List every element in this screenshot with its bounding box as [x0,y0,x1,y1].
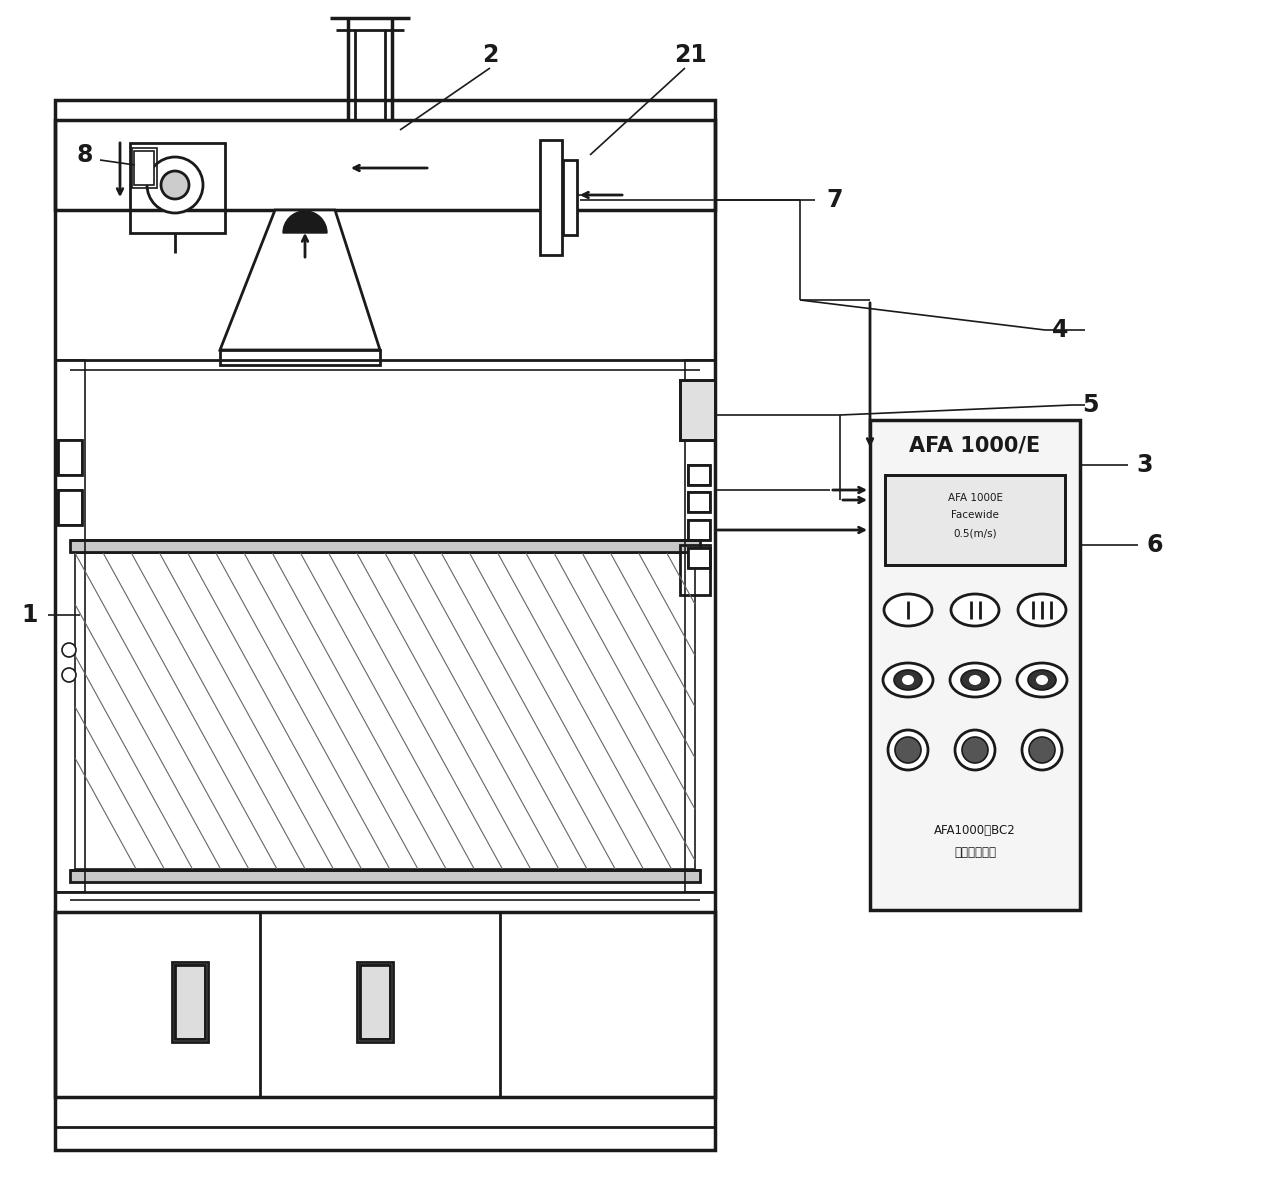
Bar [132,148,157,188]
Circle shape [1022,730,1062,770]
Polygon shape [220,211,380,350]
Text: AFA 1000/E: AFA 1000/E [909,435,1041,455]
Circle shape [1030,737,1055,763]
Text: 3: 3 [1137,453,1154,477]
Text: 6: 6 [1147,534,1163,557]
Wedge shape [283,211,327,233]
Ellipse shape [902,675,914,685]
Bar [75,552,694,870]
Bar [175,965,205,1039]
Bar [58,490,82,525]
Bar [175,965,205,1039]
Bar [688,521,710,539]
Bar [70,539,700,552]
Circle shape [147,157,203,213]
Bar [688,548,710,568]
Text: AFA 1000E: AFA 1000E [948,493,1003,503]
Bar [220,350,380,366]
Text: 1: 1 [22,603,38,627]
Circle shape [955,730,995,770]
Bar [55,101,715,1150]
Ellipse shape [1017,662,1067,697]
Ellipse shape [894,670,922,690]
Bar [885,476,1065,565]
Bar [688,548,710,568]
Text: 5: 5 [1082,393,1099,416]
Ellipse shape [952,594,999,626]
Ellipse shape [1018,594,1065,626]
Bar [134,151,153,185]
Bar [55,360,84,892]
Bar [680,380,715,440]
Bar [359,965,390,1039]
Text: AFA1000型BC2: AFA1000型BC2 [934,823,1016,836]
Text: 0.5(m/s): 0.5(m/s) [953,528,996,538]
Bar [680,545,710,595]
Bar [359,965,390,1039]
Bar [686,360,715,892]
Bar [688,465,710,485]
Circle shape [161,172,189,199]
Ellipse shape [950,662,1000,697]
Bar [70,870,700,883]
Text: Facewide: Facewide [952,510,999,521]
Bar [680,380,715,440]
Bar [885,476,1065,565]
Bar [55,119,715,211]
Circle shape [888,730,929,770]
Bar [171,962,208,1042]
Bar [688,521,710,539]
Ellipse shape [961,670,989,690]
Bar [688,465,710,485]
Bar [58,440,82,476]
Ellipse shape [969,675,981,685]
Bar [55,1097,715,1127]
Bar [540,140,561,256]
Text: 8: 8 [77,143,93,167]
Text: 2: 2 [482,43,499,67]
Bar [563,160,577,235]
Circle shape [962,737,987,763]
Bar [58,440,82,476]
Text: 变风量控制器: 变风量控制器 [954,846,996,859]
Text: 7: 7 [826,188,843,212]
Bar [688,492,710,512]
Bar [870,420,1079,910]
Circle shape [61,644,75,657]
Ellipse shape [883,662,932,697]
Ellipse shape [1028,670,1056,690]
Bar [130,143,225,233]
Bar [55,912,715,1097]
Circle shape [61,668,75,683]
Bar [357,962,393,1042]
Bar [58,490,82,525]
Text: 21: 21 [674,43,706,67]
Bar [688,492,710,512]
Text: 4: 4 [1051,318,1068,342]
Circle shape [895,737,921,763]
Ellipse shape [884,594,932,626]
Bar [870,420,1079,910]
Ellipse shape [1036,675,1048,685]
